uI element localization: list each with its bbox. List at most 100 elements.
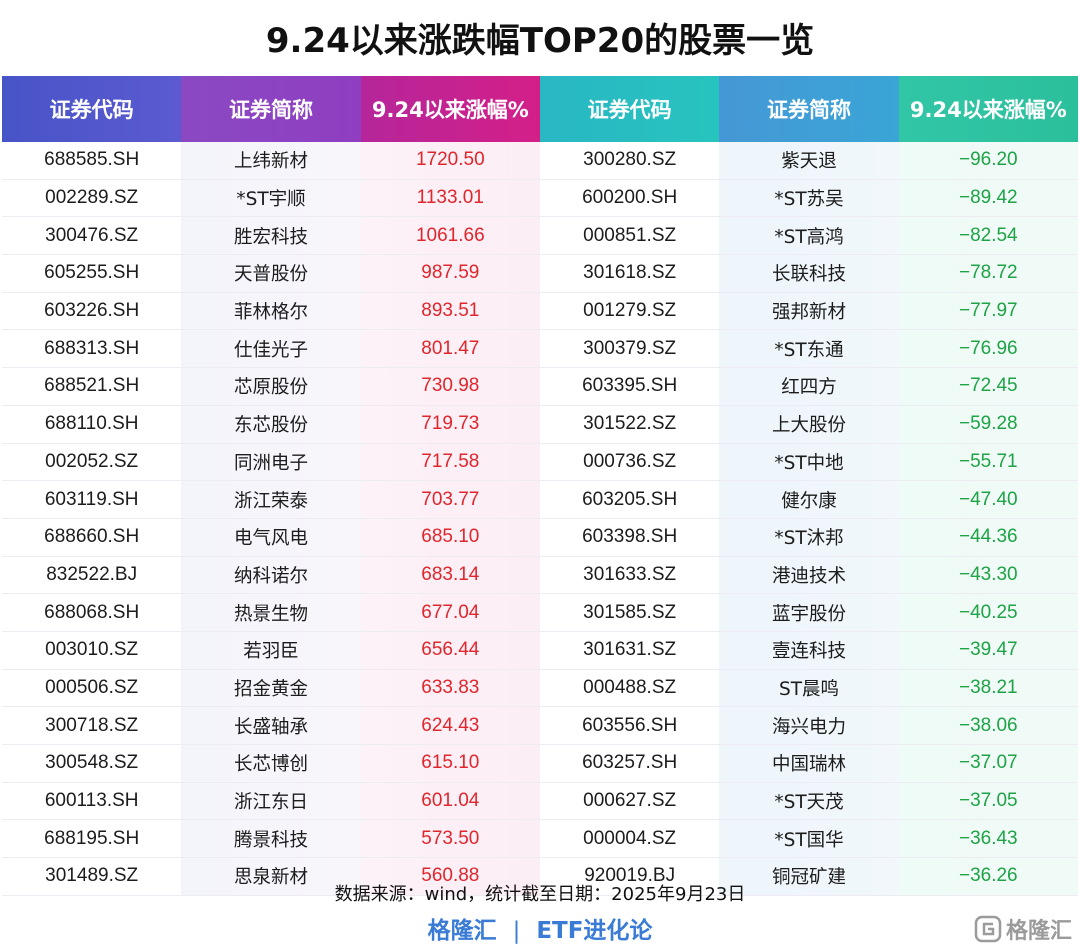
cell-code-up: 603119.SH [2, 480, 182, 519]
cell-code-down: 603205.SH [539, 480, 720, 519]
cell-pct-up: 987.59 [360, 254, 540, 293]
table-row: 688068.SH 热景生物 677.04 301585.SZ 蓝宇股份 −40.25 [2, 593, 1078, 632]
table-header-row: 证券代码 证券简称 9.24以来涨幅% 证券代码 证券简称 9.24以来涨幅% [2, 76, 1078, 142]
cell-pct-down: −55.71 [898, 443, 1078, 482]
cell-pct-down: −36.43 [898, 819, 1078, 859]
page-title: 9.24以来涨跌幅TOP20的股票一览 [265, 21, 815, 61]
table-row: 688195.SH 腾景科技 573.50 000004.SZ *ST国华 −36.43 [2, 819, 1078, 859]
source-note: 数据来源：wind，统计截至日期：2025年9月23日 [334, 884, 746, 905]
cell-name-up: 纳科诺尔 [181, 556, 361, 595]
table-row: 300548.SZ 长芯博创 615.10 603257.SH 中国瑞林 −37.07 [2, 744, 1078, 783]
cell-code-up: 688195.SH [2, 819, 182, 859]
table-row: 600113.SH 浙江东日 601.04 000627.SZ *ST天茂 −37.05 [2, 782, 1078, 821]
cell-pct-up: 719.73 [360, 405, 540, 444]
cell-name-down: *ST苏吴 [719, 179, 899, 218]
cell-name-down: 港迪技术 [719, 556, 899, 595]
cell-name-down: 强邦新材 [719, 292, 899, 331]
table-row: 300718.SZ 长盛轴承 624.43 603556.SH 海兴电力 −38.06 [2, 706, 1078, 745]
cell-name-down: *ST东通 [719, 329, 899, 369]
cell-name-up: 热景生物 [181, 593, 361, 632]
cell-pct-down: −37.07 [898, 744, 1078, 783]
gelonghui-logo-icon [974, 915, 1002, 943]
cell-code-down: 603257.SH [539, 744, 720, 783]
cell-name-up: 仕佳光子 [181, 329, 361, 369]
cell-code-down: 301585.SZ [539, 593, 720, 632]
cell-name-up: 天普股份 [181, 254, 361, 293]
cell-code-down: 000627.SZ [539, 782, 720, 821]
cell-code-up: 300476.SZ [2, 216, 182, 256]
cell-pct-up: 717.58 [360, 443, 540, 482]
cell-code-down: 603398.SH [539, 518, 720, 557]
cell-pct-down: −82.54 [898, 216, 1078, 256]
cell-code-down: 000488.SZ [539, 669, 720, 708]
cell-name-up: 上纬新材 [181, 142, 361, 180]
cell-code-up: 688521.SH [2, 367, 182, 406]
cell-pct-up: 601.04 [360, 782, 540, 821]
cell-name-up: 东芯股份 [181, 405, 361, 444]
cell-name-down: 中国瑞林 [719, 744, 899, 783]
cell-pct-down: −96.20 [898, 142, 1078, 180]
cell-name-down: ST晨鸣 [719, 669, 899, 708]
table-row: 688110.SH 东芯股份 719.73 301522.SZ 上大股份 −59.28 [2, 405, 1078, 444]
cell-code-up: 688110.SH [2, 405, 182, 444]
cell-pct-up: 656.44 [360, 631, 540, 670]
cell-pct-down: −36.26 [898, 857, 1078, 896]
cell-pct-down: −76.96 [898, 329, 1078, 369]
cell-code-up: 300718.SZ [2, 706, 182, 745]
cell-pct-down: −89.42 [898, 179, 1078, 218]
cell-name-down: 健尔康 [719, 480, 899, 519]
cell-name-down: 铜冠矿建 [719, 857, 899, 896]
cell-code-down: 300379.SZ [539, 329, 720, 369]
cell-code-up: 605255.SH [2, 254, 182, 293]
cell-code-down: 000851.SZ [539, 216, 720, 256]
cell-code-up: 003010.SZ [2, 631, 182, 670]
cell-pct-up: 683.14 [360, 556, 540, 595]
cell-pct-down: −40.25 [898, 593, 1078, 632]
table-row: 002052.SZ 同洲电子 717.58 000736.SZ *ST中地 −55.71 [2, 443, 1078, 482]
table-row: 688313.SH 仕佳光子 801.47 300379.SZ *ST东通 −76.96 [2, 329, 1078, 369]
cell-name-down: 蓝宇股份 [719, 593, 899, 632]
cell-name-up: 电气风电 [181, 518, 361, 557]
cell-pct-up: 893.51 [360, 292, 540, 331]
header-name-down: 证券简称 [719, 76, 899, 142]
cell-name-down: *ST中地 [719, 443, 899, 482]
cell-code-down: 603556.SH [539, 706, 720, 745]
cell-name-up: 招金黄金 [181, 669, 361, 708]
cell-name-up: 芯原股份 [181, 367, 361, 406]
header-name-up: 证券简称 [181, 76, 361, 142]
table-row: 301489.SZ 思泉新材 560.88 920019.BJ 铜冠矿建 −36.26 [2, 857, 1078, 896]
cell-pct-down: −78.72 [898, 254, 1078, 293]
cell-pct-down: −43.30 [898, 556, 1078, 595]
cell-pct-up: 1061.66 [360, 216, 540, 256]
footer-separator: | [512, 918, 521, 944]
cell-code-down: 000736.SZ [539, 443, 720, 482]
cell-pct-up: 677.04 [360, 593, 540, 632]
cell-name-down: 长联科技 [719, 254, 899, 293]
cell-pct-up: 1720.50 [360, 142, 540, 180]
cell-code-down: 301631.SZ [539, 631, 720, 670]
cell-code-up: 688068.SH [2, 593, 182, 632]
cell-pct-down: −77.97 [898, 292, 1078, 331]
cell-code-down: 000004.SZ [539, 819, 720, 859]
cell-code-down: 001279.SZ [539, 292, 720, 331]
header-code-down: 证券代码 [539, 76, 720, 142]
table-row: 688585.SH 上纬新材 1720.50 300280.SZ 紫天退 −96.20 [2, 142, 1078, 180]
cell-name-up: 同洲电子 [181, 443, 361, 482]
cell-name-up: 思泉新材 [181, 857, 361, 896]
cell-code-down: 301633.SZ [539, 556, 720, 595]
table-row: 832522.BJ 纳科诺尔 683.14 301633.SZ 港迪技术 −43.30 [2, 556, 1078, 595]
cell-code-up: 301489.SZ [2, 857, 182, 896]
cell-name-down: 壹连科技 [719, 631, 899, 670]
cell-pct-down: −72.45 [898, 367, 1078, 406]
footer-series: ETF进化论 [536, 918, 653, 944]
cell-code-up: 002289.SZ [2, 179, 182, 218]
table-row: 603119.SH 浙江荣泰 703.77 603205.SH 健尔康 −47.40 [2, 480, 1078, 519]
cell-name-down: 红四方 [719, 367, 899, 406]
cell-pct-down: −59.28 [898, 405, 1078, 444]
cell-pct-up: 560.88 [360, 857, 540, 896]
cell-name-up: 菲林格尔 [181, 292, 361, 331]
stock-table: 证券代码 证券简称 9.24以来涨幅% 证券代码 证券简称 9.24以来涨幅% … [2, 76, 1078, 896]
cell-pct-down: −47.40 [898, 480, 1078, 519]
table-row: 688660.SH 电气风电 685.10 603398.SH *ST沐邦 −44.36 [2, 518, 1078, 557]
